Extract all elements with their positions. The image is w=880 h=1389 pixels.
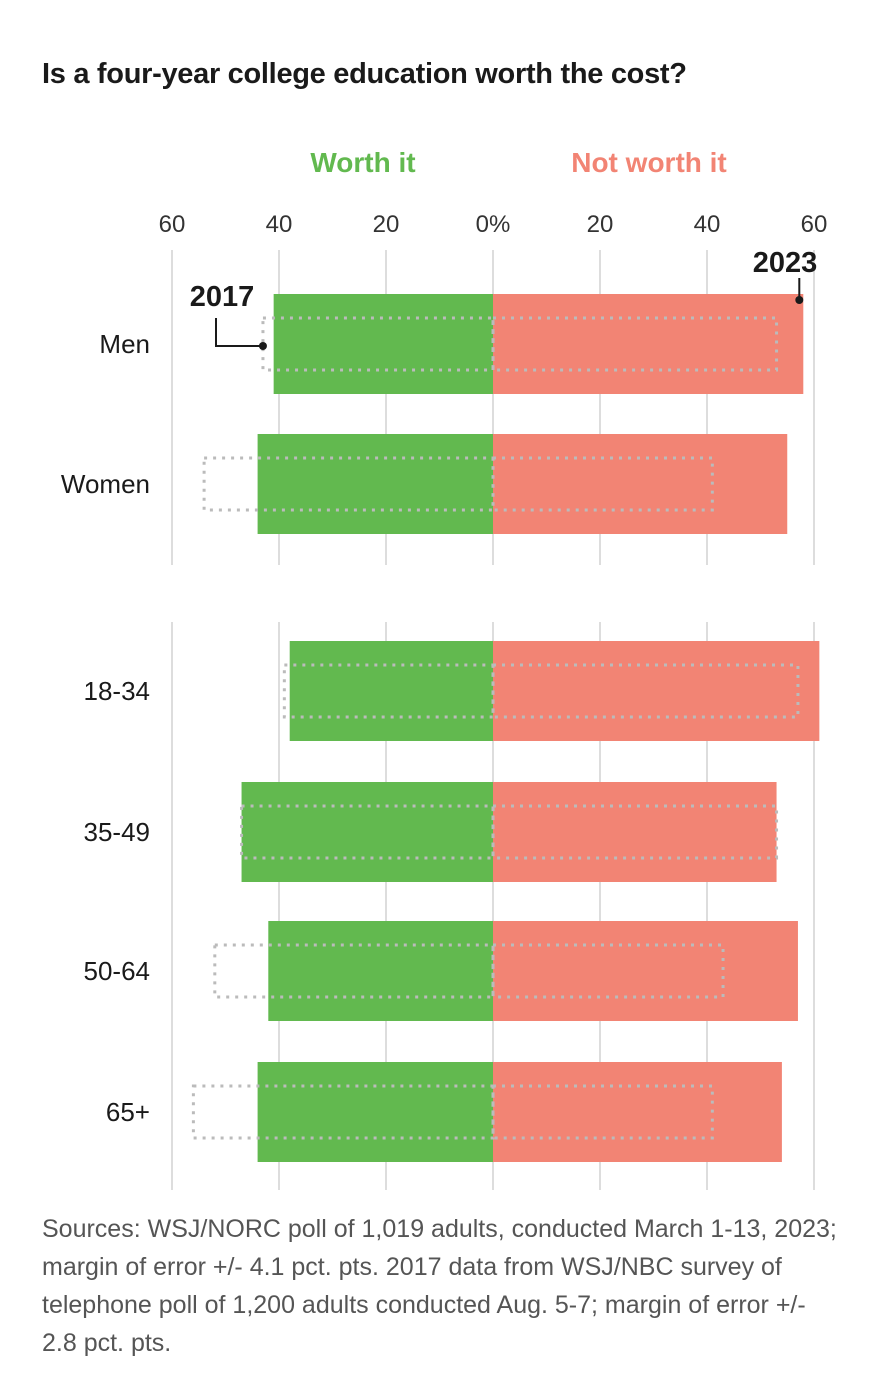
- annotation-leader-2017: [215, 318, 263, 347]
- bar-worth-it-2023: [268, 921, 493, 1021]
- bar-worth-it-2023: [289, 641, 493, 741]
- category-label: 65+: [106, 1097, 150, 1127]
- outline-worth-it-2017: [213, 943, 495, 999]
- bar-not-worth-it-2023: [493, 921, 798, 1021]
- bar-not-worth-it-2023: [493, 1062, 782, 1162]
- source-note: Sources: WSJ/NORC poll of 1,019 adults, …: [42, 1215, 837, 1357]
- tick-label: 0%: [476, 211, 511, 238]
- bar-worth-it-2023: [257, 434, 493, 534]
- outline-worth-it-2017: [202, 456, 495, 512]
- annotation-label-2023: 2023: [753, 247, 818, 279]
- outline-not-worth-it-2017: [491, 456, 714, 512]
- category-label: 50-64: [84, 956, 151, 986]
- category-label: 18-34: [84, 676, 151, 706]
- bar-not-worth-it-2023: [493, 782, 777, 882]
- bar-worth-it-2023: [257, 1062, 493, 1162]
- category-label: 35-49: [84, 817, 151, 847]
- tick-label: 60: [801, 211, 828, 238]
- outline-not-worth-it-2017: [491, 943, 725, 999]
- outline-not-worth-it-2017: [491, 804, 779, 860]
- outline-worth-it-2017: [191, 1084, 495, 1140]
- category-label: Men: [99, 329, 150, 359]
- chart-title: Is a four-year college education worth t…: [42, 58, 687, 90]
- tick-labels: 60 40 20 0% 20 40 60: [159, 211, 828, 238]
- outline-not-worth-it-2017: [491, 1084, 714, 1140]
- tick-label: 20: [373, 211, 400, 238]
- outline-worth-it-2017: [261, 316, 495, 372]
- year-annotations: 2017 2023: [190, 247, 818, 350]
- legend: Worth it Not worth it: [310, 147, 726, 178]
- category-labels: Men Women 18-34 35-49 50-64 65+: [61, 329, 150, 1127]
- bar-not-worth-it-2023: [493, 641, 820, 741]
- tick-label: 40: [694, 211, 721, 238]
- bar-not-worth-it-2023: [493, 434, 788, 534]
- legend-not-worth-it: Not worth it: [571, 147, 727, 178]
- tick-label: 20: [587, 211, 614, 238]
- bars-2023: [241, 294, 820, 1162]
- bar-worth-it-2023: [273, 294, 493, 394]
- outline-not-worth-it-2017: [491, 316, 779, 372]
- bar-not-worth-it-2023: [493, 294, 804, 394]
- annotation-dot-2017: [258, 342, 267, 350]
- legend-worth-it: Worth it: [310, 147, 415, 178]
- tick-label: 60: [159, 211, 186, 238]
- annotation-dot-2023: [795, 296, 804, 304]
- annotation-label-2017: 2017: [190, 281, 255, 313]
- bar-worth-it-2023: [241, 782, 493, 882]
- tick-label: 40: [266, 211, 293, 238]
- category-label: Women: [61, 469, 150, 499]
- outlines-2017: [191, 316, 800, 1140]
- outline-worth-it-2017: [282, 663, 495, 719]
